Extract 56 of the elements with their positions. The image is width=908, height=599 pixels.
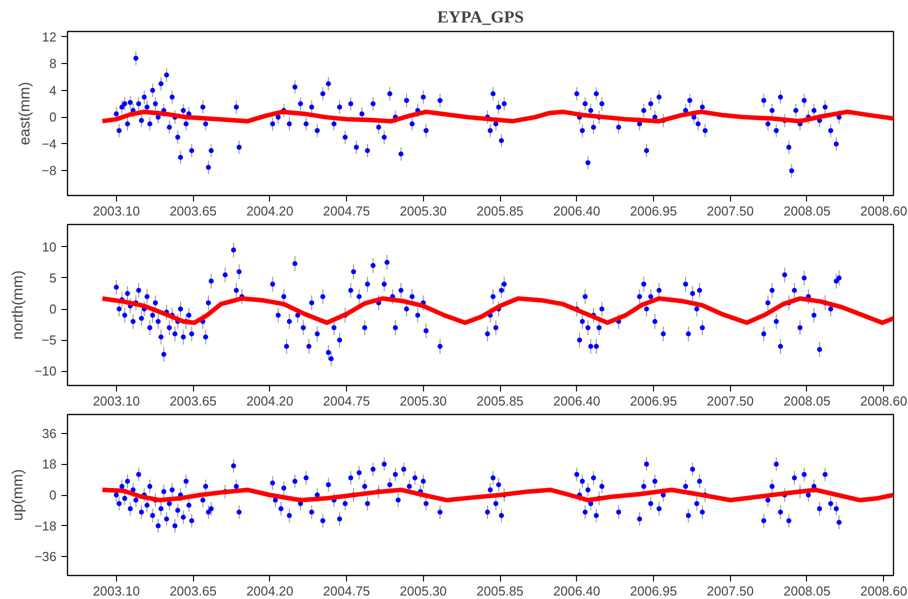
x-tick-label: 2008.05 bbox=[783, 584, 830, 598]
x-tick-label: 2007.50 bbox=[706, 394, 754, 408]
x-tick-label: 2003.10 bbox=[92, 584, 140, 598]
x-tick-label: 2006.40 bbox=[553, 204, 600, 218]
x-tick-label: 2004.20 bbox=[246, 584, 294, 598]
x-tick-label: 2006.40 bbox=[553, 584, 600, 598]
line-series bbox=[100, 296, 894, 325]
y-tick-label: −10 bbox=[34, 364, 57, 379]
x-tick-label: 2004.20 bbox=[246, 204, 294, 218]
chart-title: EYPA_GPS bbox=[437, 8, 524, 26]
y-tick-label: 18 bbox=[42, 456, 57, 472]
x-tick-label: 2005.85 bbox=[476, 394, 524, 408]
y-tick-label: −4 bbox=[42, 136, 57, 152]
y-tick-label: −36 bbox=[34, 549, 57, 564]
x-tick-label: 2003.65 bbox=[170, 394, 217, 408]
y-tick-label: 8 bbox=[49, 56, 57, 72]
x-tick-label: 2003.65 bbox=[170, 204, 217, 218]
y-tick-label: −5 bbox=[42, 332, 57, 348]
x-tick-label: 2004.75 bbox=[323, 394, 370, 408]
x-tick-label: 2008.60 bbox=[860, 394, 908, 408]
x-tick-label: 2006.95 bbox=[630, 204, 678, 218]
y-tick-label: 36 bbox=[42, 426, 57, 441]
line-series bbox=[100, 110, 894, 124]
x-tick-label: 2008.05 bbox=[783, 204, 830, 218]
x-tick-label: 2004.75 bbox=[323, 584, 370, 598]
y-tick-label: 0 bbox=[49, 302, 57, 317]
y-tick-label: 5 bbox=[49, 270, 57, 286]
y-tick-label: 10 bbox=[42, 239, 57, 254]
x-tick-label: 2003.10 bbox=[92, 394, 140, 408]
x-tick-label: 2005.30 bbox=[400, 584, 447, 598]
x-tick-label: 2005.85 bbox=[476, 204, 524, 218]
line-series bbox=[100, 488, 894, 502]
y-axis-title: east(mm) bbox=[16, 82, 34, 146]
y-axis-title: up(mm) bbox=[9, 469, 26, 521]
y-axis-title: north(mm) bbox=[9, 270, 26, 340]
y-tick-label: 12 bbox=[42, 29, 57, 44]
x-tick-label: 2006.95 bbox=[630, 584, 678, 598]
x-tick-label: 2006.40 bbox=[553, 394, 600, 408]
x-tick-label: 2003.10 bbox=[92, 204, 140, 218]
y-tick-label: −8 bbox=[42, 163, 57, 178]
x-tick-label: 2008.60 bbox=[860, 584, 908, 598]
x-tick-label: 2007.50 bbox=[706, 584, 754, 598]
y-tick-label: 0 bbox=[49, 488, 57, 502]
x-tick-label: 2005.30 bbox=[400, 204, 447, 218]
x-tick-label: 2003.65 bbox=[170, 584, 217, 598]
x-tick-label: 2008.05 bbox=[783, 394, 830, 408]
y-tick-label: −18 bbox=[34, 518, 57, 534]
x-tick-label: 2005.30 bbox=[400, 394, 447, 408]
x-tick-label: 2005.85 bbox=[476, 584, 524, 598]
x-tick-label: 2008.60 bbox=[860, 204, 908, 218]
y-tick-label: 0 bbox=[49, 110, 57, 125]
x-tick-label: 2006.95 bbox=[630, 394, 678, 408]
x-tick-label: 2007.50 bbox=[706, 204, 754, 218]
y-tick-label: 4 bbox=[49, 82, 57, 98]
x-tick-label: 2004.75 bbox=[323, 204, 370, 218]
x-tick-label: 2004.20 bbox=[246, 394, 294, 408]
